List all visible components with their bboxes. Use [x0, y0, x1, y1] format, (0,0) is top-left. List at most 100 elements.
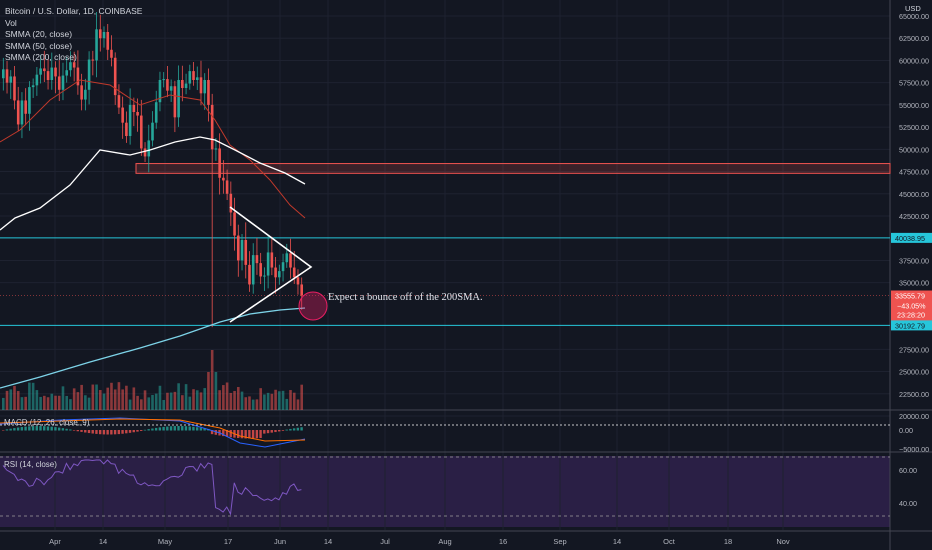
volume-bar	[240, 391, 244, 410]
candle-body	[98, 29, 102, 39]
candle-body	[285, 253, 289, 263]
macd-histogram-bar	[69, 429, 72, 431]
macd-histogram-bar	[259, 430, 262, 439]
macd-histogram-bar	[136, 430, 139, 432]
triangle-pattern	[229, 206, 313, 323]
candle-body	[177, 80, 180, 118]
macd-tick-label: 0.00	[899, 426, 913, 435]
legend-smma20: SMMA (20, close)	[5, 29, 73, 39]
volume-bar	[162, 399, 165, 410]
macd-histogram-bar	[117, 430, 121, 435]
macd-histogram-bar	[285, 429, 288, 431]
volume-bar	[166, 392, 169, 410]
macd-histogram-bar	[95, 430, 98, 434]
macd-histogram-bar	[251, 430, 255, 439]
time-tick-label: Sep	[553, 537, 566, 546]
volume-bar	[80, 384, 83, 410]
candle-body	[296, 277, 300, 285]
time-tick-label: 14	[99, 537, 107, 546]
macd-histogram-bar	[35, 426, 38, 431]
price-tick-label: 25000.00	[899, 368, 929, 377]
macd-histogram-bar	[140, 430, 143, 431]
candle-body	[69, 62, 72, 71]
candle-body	[121, 107, 124, 123]
volume-bar	[184, 384, 188, 410]
macd-histogram-bar	[225, 430, 229, 437]
volume-bar	[69, 399, 72, 410]
volume-bar	[128, 399, 132, 410]
volume-bar	[125, 385, 128, 410]
smma50-line	[0, 136, 306, 231]
price-badge-label: 30192.79	[895, 321, 925, 330]
candle-body	[236, 235, 240, 261]
price-tick-label: 65000.00	[899, 12, 929, 21]
macd-histogram-bar	[214, 430, 218, 435]
candle-body	[251, 255, 255, 285]
candle-body	[31, 85, 35, 88]
candle-body	[110, 49, 113, 58]
macd-histogram-bar	[169, 426, 173, 431]
symbol-title: Bitcoin / U.S. Dollar, 1D, COINBASE	[5, 6, 143, 16]
candle-body	[263, 275, 266, 277]
volume-bar	[192, 389, 195, 410]
legend-smma50: SMMA (50, close)	[5, 40, 73, 51]
candle-body	[154, 102, 158, 123]
candle-body	[225, 180, 229, 194]
macd-histogram-bar	[296, 427, 300, 431]
candle-body	[65, 70, 69, 76]
candle-body	[16, 100, 20, 125]
candle-body	[188, 71, 192, 84]
volume-bar	[61, 386, 65, 410]
grid-lines	[0, 0, 890, 530]
candle-body	[102, 32, 106, 39]
chart-legend: Bitcoin / U.S. Dollar, 1D, COINBASE Vol …	[5, 6, 142, 64]
volume-bar	[136, 395, 139, 410]
time-tick-label: Nov	[776, 537, 790, 546]
macd-histogram-bar	[166, 426, 169, 431]
macd-histogram-bar	[151, 428, 154, 431]
candle-body	[210, 104, 214, 150]
time-axis: Apr 14 May 17 Jun 14 Jul Aug 16 Sep 14 Oct 18 Nov	[49, 537, 790, 546]
macd-histogram-bar	[28, 426, 31, 431]
volume-bar	[24, 396, 27, 410]
candle-body	[132, 104, 136, 112]
price-tick-label: 20000.00	[899, 412, 929, 421]
volume-bar	[292, 392, 296, 410]
candle-body	[281, 262, 285, 272]
macd-histogram-bar	[143, 429, 147, 431]
candle-body	[173, 86, 177, 118]
price-badge	[891, 232, 932, 243]
candle-body	[143, 148, 147, 157]
candle-body	[240, 240, 244, 261]
macd-histogram-bar	[195, 427, 199, 431]
volume-bar	[210, 350, 214, 410]
candle-body	[95, 29, 98, 61]
price-tick-label: 47500.00	[899, 168, 929, 177]
macd-histogram-bar	[125, 430, 128, 434]
candle-body	[229, 193, 233, 213]
price-tick-label: 35000.00	[899, 279, 929, 288]
volume-bar	[87, 397, 91, 410]
macd-pane: 0.00 −5000.00	[0, 417, 929, 454]
volume-bar	[248, 396, 251, 410]
volume-bar	[195, 390, 199, 410]
macd-histogram-bar	[80, 430, 83, 432]
volume-bar	[98, 390, 102, 410]
volume-bar	[76, 392, 80, 410]
volume-bar	[296, 399, 300, 410]
candles	[2, 11, 303, 328]
macd-histogram-bar	[270, 430, 273, 433]
candle-body	[106, 32, 110, 50]
rsi-label: RSI (14, close)	[4, 460, 57, 469]
macd-histogram-bar	[91, 430, 94, 434]
legend-smma200: SMMA (200, close)	[5, 52, 77, 62]
price-tick-label: 42500.00	[899, 212, 929, 221]
volume-bar	[39, 396, 42, 410]
price-tick-label: 60000.00	[899, 56, 929, 65]
candle-body	[218, 148, 221, 178]
price-badge	[891, 320, 932, 331]
volume-bar	[16, 391, 20, 410]
candle-body	[244, 240, 248, 265]
volume-bar	[106, 387, 110, 410]
